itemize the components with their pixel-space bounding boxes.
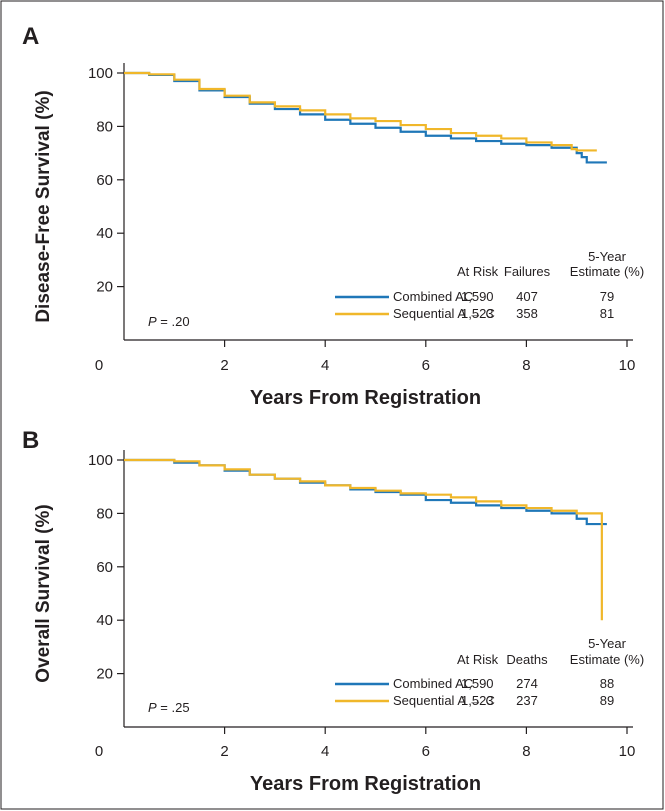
panel-a: A Disease-Free Survival (%) 20 40 60 80 100 0 2 4… — [22, 23, 644, 409]
p-value-text: = .20 — [157, 314, 190, 329]
x-tick-label: 0 — [95, 743, 103, 760]
y-tick-label: 40 — [96, 225, 113, 242]
table-header: Estimate (%) — [570, 264, 644, 279]
y-tick-label: 100 — [88, 65, 113, 82]
table-header: Deaths — [506, 652, 548, 667]
table-estimate: 79 — [600, 289, 614, 304]
table-header: At Risk — [457, 264, 499, 279]
panel-b: B Overall Survival (%) 20 40 60 80 100 0 2 4 6 8 10 Y… — [22, 427, 644, 795]
x-tick-label: 4 — [321, 357, 329, 374]
table-header: At Risk — [457, 652, 499, 667]
y-tick-label: 40 — [96, 612, 113, 629]
y-tick-label: 100 — [88, 452, 113, 469]
table-estimate: 89 — [600, 693, 614, 708]
y-tick-label: 20 — [96, 279, 113, 296]
p-value-symbol: P — [148, 700, 157, 715]
table-events: 407 — [516, 289, 538, 304]
survival-curve-sequential — [124, 458, 603, 621]
table-at-risk: 1,590 — [461, 289, 494, 304]
p-value: P = .20 — [148, 314, 190, 329]
x-tick-label: 6 — [422, 743, 430, 760]
table-events: 358 — [516, 306, 538, 321]
x-tick-label: 8 — [522, 743, 530, 760]
table-events: 237 — [516, 693, 538, 708]
x-tick-label: 6 — [422, 357, 430, 374]
p-value-symbol: P — [148, 314, 157, 329]
y-axis-label: Overall Survival (%) — [33, 504, 54, 682]
y-axis-label: Disease-Free Survival (%) — [33, 90, 54, 322]
y-tick-label: 60 — [96, 559, 113, 576]
x-axis-label: Years From Registration — [250, 387, 481, 409]
survival-curve-sequential — [124, 71, 597, 152]
x-axis-label: Years From Registration — [250, 773, 481, 795]
table-events: 274 — [516, 676, 538, 691]
table-at-risk: 1,590 — [461, 676, 494, 691]
table-header-top: 5-Year — [588, 249, 626, 264]
x-tick-label: 0 — [95, 357, 103, 374]
x-tick-label: 2 — [220, 743, 228, 760]
x-tick-label: 4 — [321, 743, 329, 760]
legend-label: Sequential A → C — [393, 693, 495, 708]
panel-letter: B — [22, 427, 39, 454]
panel-letter: A — [22, 23, 39, 50]
x-tick-label: 10 — [619, 743, 636, 760]
y-tick-label: 60 — [96, 172, 113, 189]
y-tick-label: 20 — [96, 666, 113, 683]
table-header-top: 5-Year — [588, 636, 626, 651]
survival-curve-combined — [124, 458, 607, 526]
table-at-risk: 1,523 — [461, 306, 494, 321]
y-tick-label: 80 — [96, 118, 113, 135]
p-value: P = .25 — [148, 700, 190, 715]
table-header: Failures — [504, 264, 551, 279]
table-estimate: 81 — [600, 306, 614, 321]
legend-label: Sequential A → C — [393, 306, 495, 321]
table-estimate: 88 — [600, 676, 614, 691]
legend-label: Combined AC — [393, 289, 473, 304]
p-value-text: = .25 — [157, 700, 190, 715]
x-tick-label: 10 — [619, 357, 636, 374]
x-tick-label: 8 — [522, 357, 530, 374]
legend-label: Combined AC — [393, 676, 473, 691]
y-tick-label: 80 — [96, 505, 113, 522]
table-at-risk: 1,523 — [461, 693, 494, 708]
table-header: Estimate (%) — [570, 652, 644, 667]
x-tick-label: 2 — [220, 357, 228, 374]
